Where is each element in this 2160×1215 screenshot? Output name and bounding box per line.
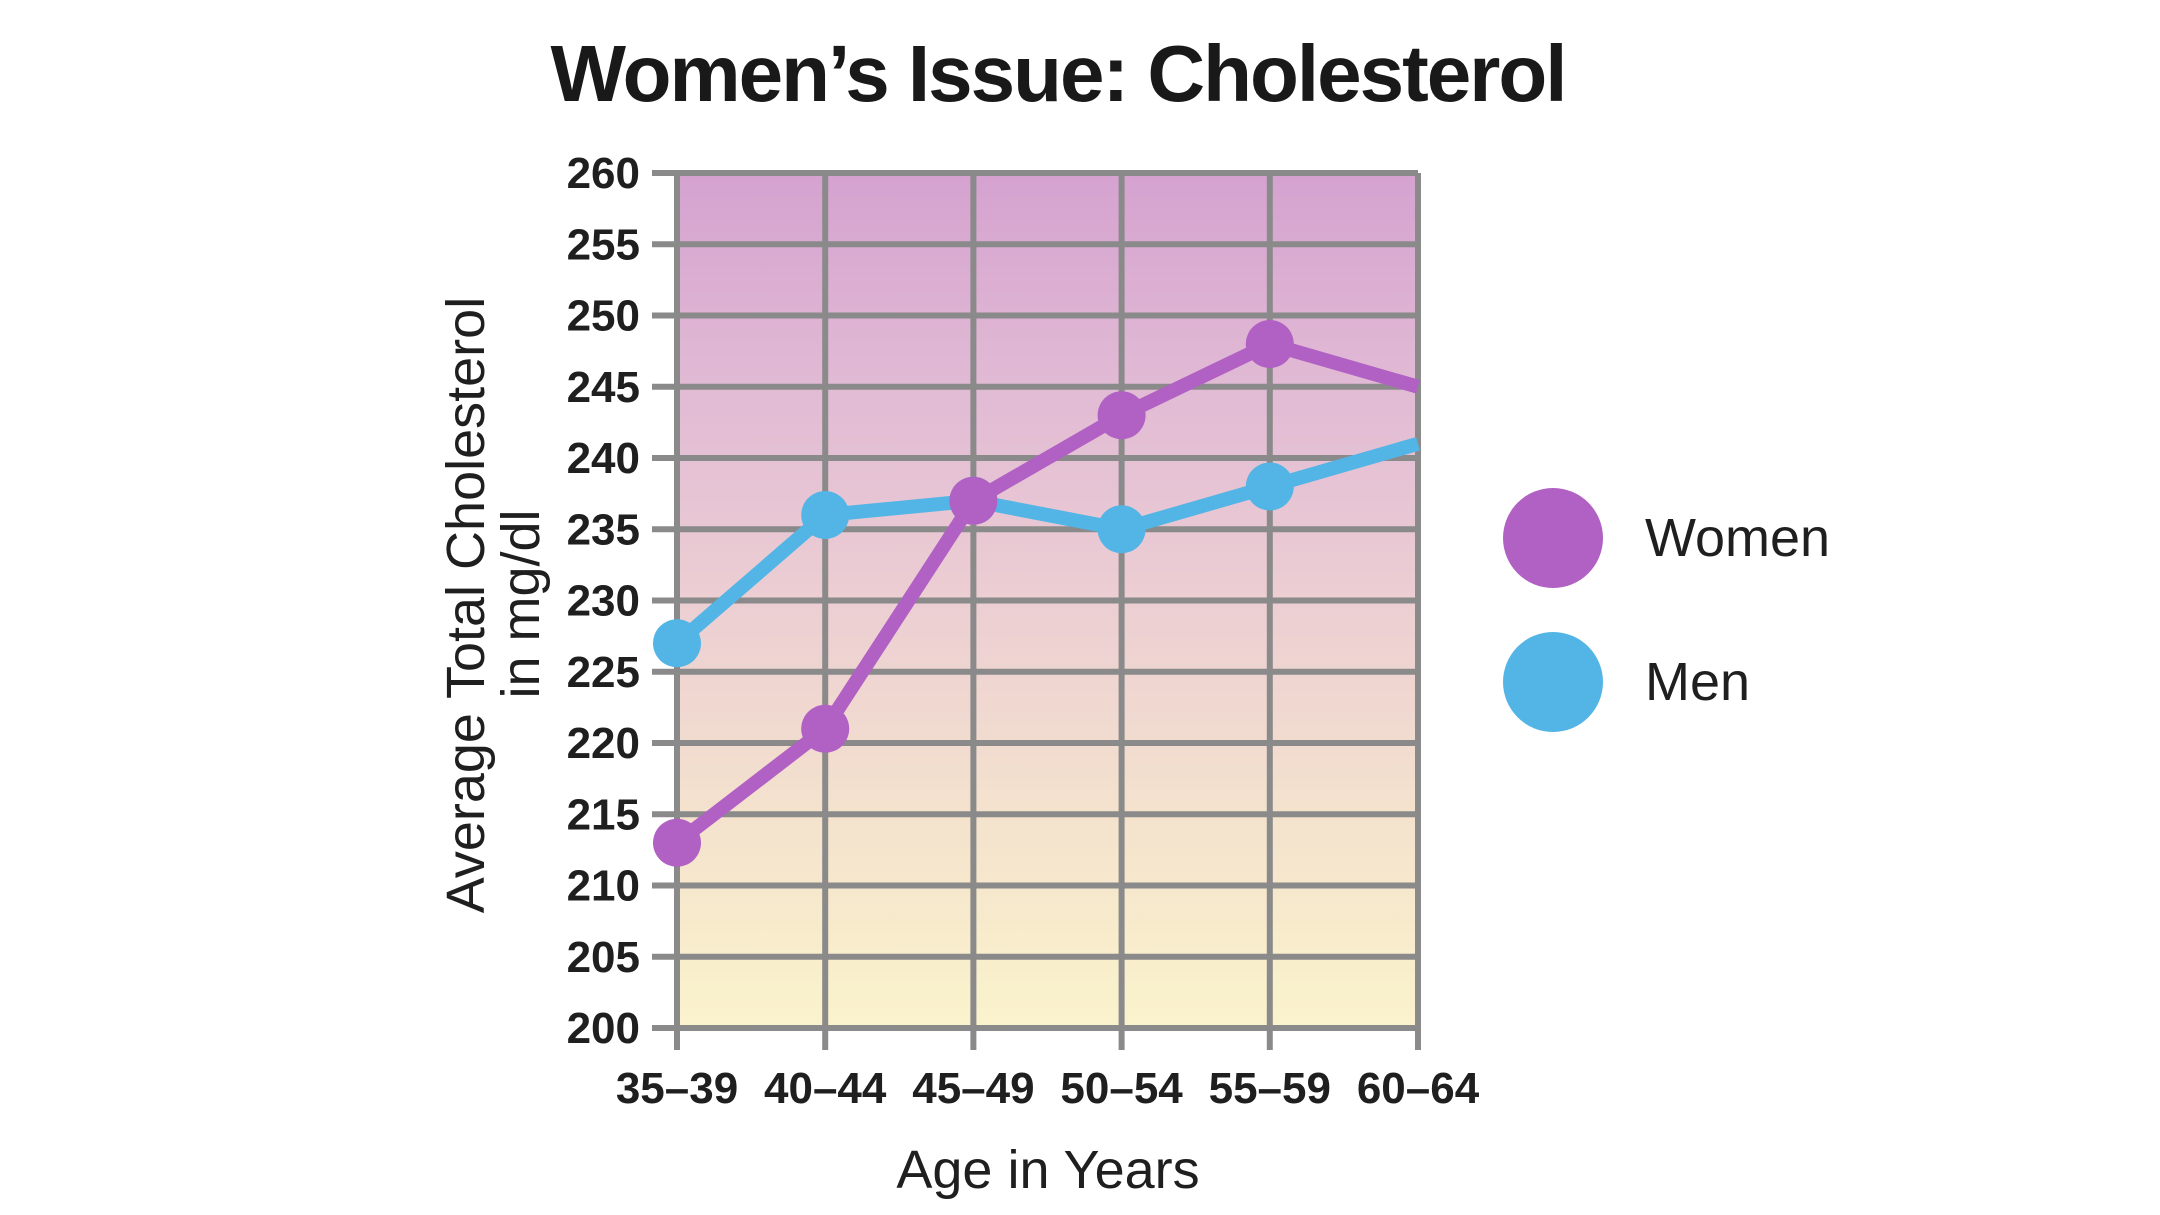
y-tick-label: 210 [567,862,640,911]
x-tick-label: 45–49 [912,1064,1034,1113]
x-tick-label: 35–39 [616,1064,738,1113]
x-tick-label: 55–59 [1209,1064,1331,1113]
legend-label-men: Men [1645,652,1751,712]
series-women [653,320,1420,867]
legend-item-women: Women [1503,488,1830,588]
y-tick-label: 235 [567,505,640,554]
women-point [1097,391,1146,440]
y-tick-label: 220 [567,719,640,768]
women-line [672,337,1420,849]
y-tick-label: 250 [567,292,640,341]
y-tick-label: 225 [567,648,640,697]
x-tick-labels: 35–39 40–44 45–49 50–54 55–59 60–64 [616,1064,1480,1113]
legend-item-men: Men [1503,632,1830,732]
x-tick-label: 40–44 [764,1064,887,1113]
y-tick-label: 240 [567,434,640,483]
y-axis-title-line1: Average Total Cholesterol [436,296,496,914]
x-tick-label: 50–54 [1060,1064,1183,1113]
women-point [801,704,850,753]
x-axis-title: Age in Years [896,1140,1200,1200]
y-tick-label: 230 [567,577,640,626]
men-point [801,491,850,539]
x-tick-label: 60–64 [1357,1064,1480,1113]
men-point [653,619,701,668]
y-tick-label: 200 [567,1004,640,1053]
y-tick-label: 255 [567,220,640,269]
legend: Women Men [1503,488,1830,776]
men-series-swatch [1503,632,1603,732]
women-series-swatch [1503,488,1603,588]
men-line [672,437,1420,649]
y-tick-label: 205 [567,933,640,982]
women-point [653,818,701,867]
legend-label-women: Women [1645,508,1831,568]
men-point [1245,462,1294,511]
y-tick-label: 215 [567,790,640,839]
men-point [1097,505,1146,554]
women-point [949,476,998,525]
gridlines [652,170,1421,1050]
y-tick-label: 260 [567,149,640,198]
women-point [1245,320,1294,368]
chart-title: Women’s Issue: Cholesterol [550,29,1568,118]
y-tick-label: 245 [567,363,640,412]
y-tick-labels: 200 205 210 215 220 225 230 235 240 245 250 255 260 [567,149,640,1053]
y-axis-title-line2: in mg/dl [491,509,551,699]
